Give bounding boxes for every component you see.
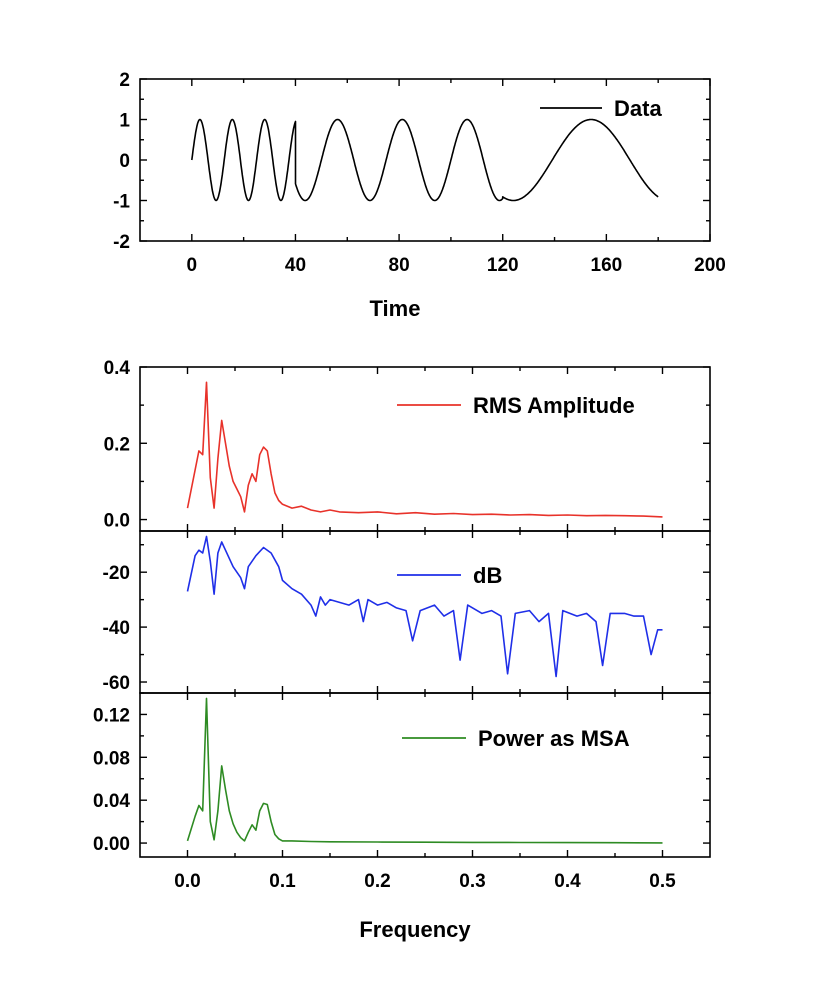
- y-tick-label: -60: [103, 673, 130, 694]
- x-tick-label: 160: [591, 255, 623, 276]
- x-tick-label: 0.5: [649, 871, 676, 892]
- y-tick-label: 0.04: [93, 791, 130, 812]
- y-tick-label: 2: [119, 70, 130, 91]
- power-plot-frame: [139, 692, 711, 858]
- y-tick-label: 0.00: [93, 834, 130, 855]
- power-series-line: [186, 697, 663, 844]
- y-tick-label: 0.2: [104, 434, 130, 455]
- rms-plot-frame: [139, 366, 711, 532]
- y-tick-label: -2: [113, 232, 130, 253]
- x-tick-label: 120: [487, 255, 519, 276]
- y-tick-label: -20: [103, 563, 130, 584]
- x-tick-label: 0.4: [554, 871, 581, 892]
- y-tick-label: 1: [119, 111, 130, 132]
- db-series-line: [186, 535, 663, 678]
- legend-label: RMS Amplitude: [473, 393, 635, 418]
- data-series-line: [191, 118, 659, 202]
- x-tick-label: 0.2: [364, 871, 390, 892]
- db-plot-frame: [139, 530, 711, 694]
- y-tick-label: 0.0: [104, 511, 130, 532]
- y-tick-label: -40: [103, 618, 130, 639]
- x-axis-title: Frequency: [359, 917, 471, 942]
- legend-label: Power as MSA: [478, 726, 630, 751]
- y-tick-label: 0.4: [104, 358, 131, 379]
- legend-label: dB: [473, 563, 502, 588]
- x-axis-title: Time: [370, 296, 421, 321]
- y-tick-label: 0: [119, 151, 130, 172]
- x-tick-label: 200: [694, 255, 726, 276]
- x-tick-label: 0.1: [269, 871, 296, 892]
- y-tick-label: 0.08: [93, 748, 130, 769]
- x-tick-label: 40: [285, 255, 306, 276]
- x-tick-label: 0: [187, 255, 198, 276]
- y-tick-label: -1: [113, 192, 130, 213]
- y-tick-label: 0.12: [93, 705, 130, 726]
- rms-series-line: [186, 381, 663, 518]
- x-tick-label: 0.3: [459, 871, 485, 892]
- x-tick-label: 0.0: [174, 871, 200, 892]
- legend-label: Data: [614, 96, 662, 121]
- x-tick-label: 80: [389, 255, 410, 276]
